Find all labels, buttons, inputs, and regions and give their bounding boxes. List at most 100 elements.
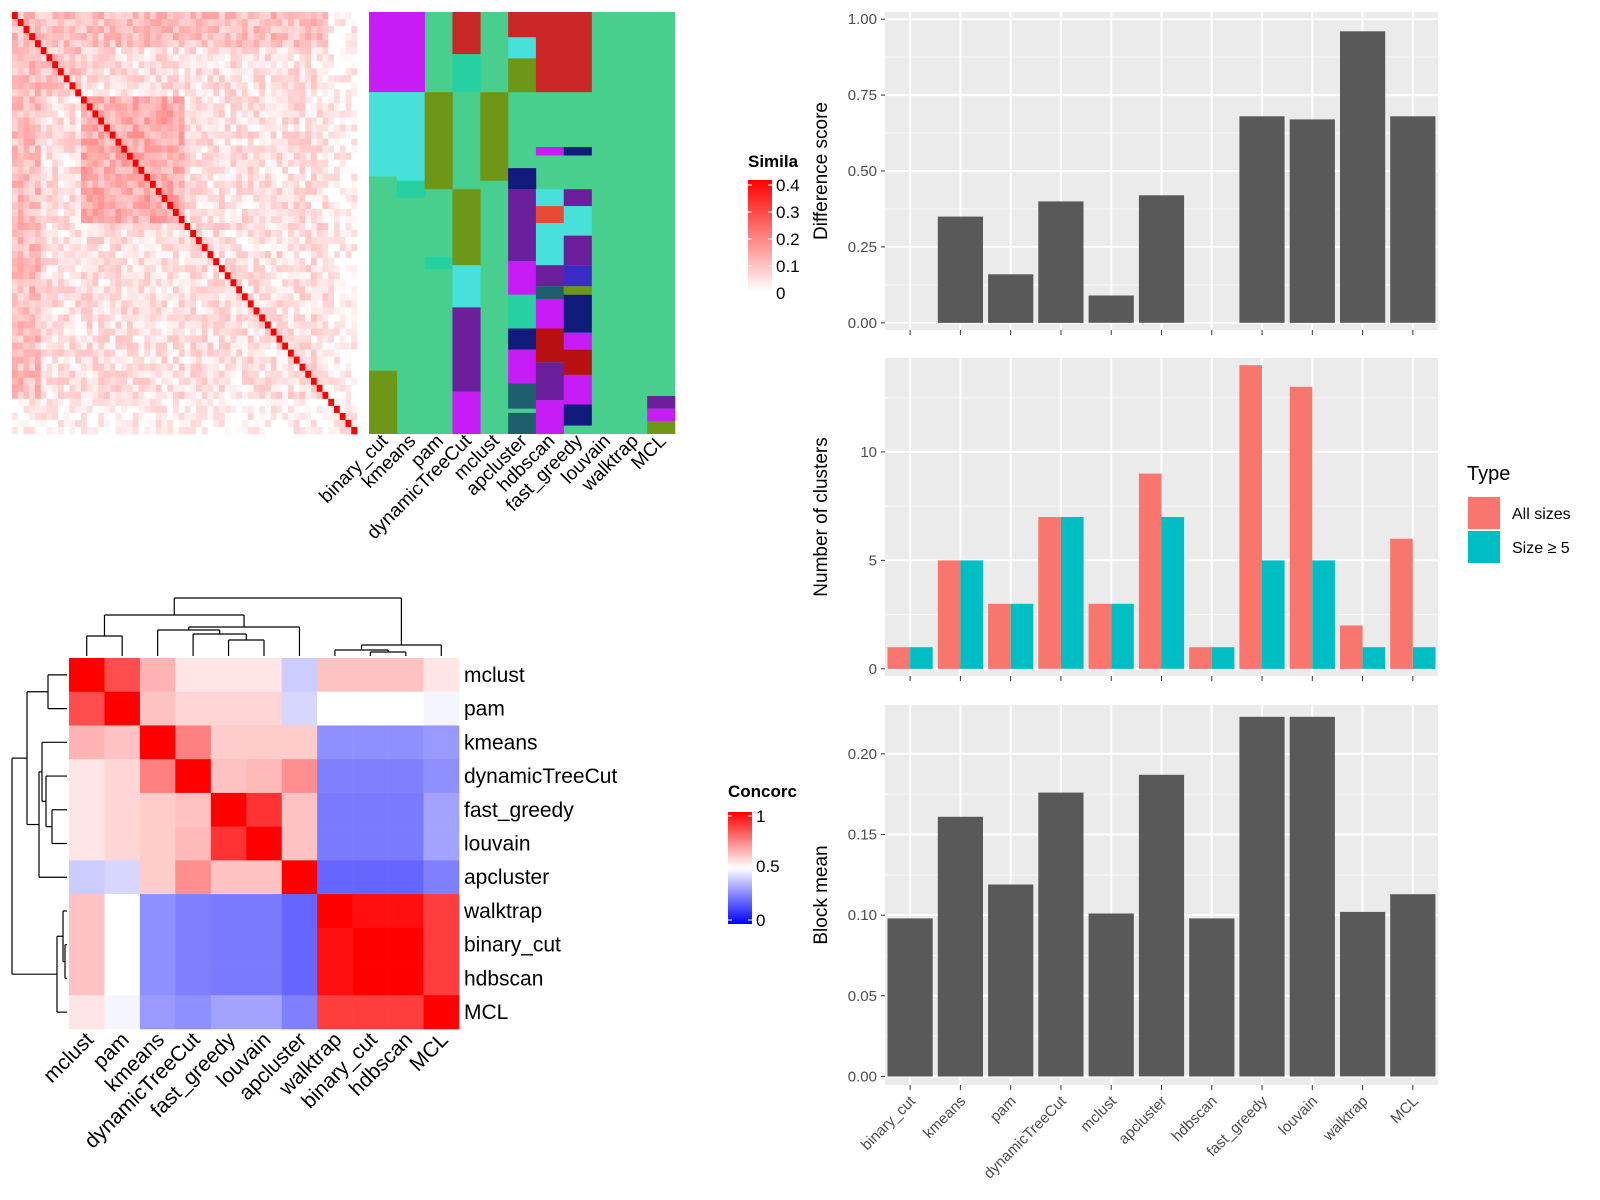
concordance-cell xyxy=(139,792,176,827)
concordance-col-label: MCL xyxy=(405,1028,453,1076)
concordance-cell xyxy=(175,894,212,929)
row-dendrogram xyxy=(11,674,67,1013)
concordance-cell xyxy=(246,927,283,962)
bar xyxy=(1211,647,1235,669)
concordance-cell xyxy=(210,759,247,794)
x-tick-label: kmeans xyxy=(920,1093,969,1142)
bar xyxy=(988,884,1034,1077)
concordance-cell xyxy=(352,927,389,962)
similarity-legend-tick: 0.2 xyxy=(776,230,800,249)
concordance-cell xyxy=(281,860,318,895)
x-tick-label: binary_cut xyxy=(858,1092,920,1154)
concordance-cell xyxy=(388,894,424,929)
concordance-cell xyxy=(69,995,105,1030)
x-tick-label: walktrap xyxy=(1319,1093,1371,1145)
concordance-cell xyxy=(69,927,105,962)
concordance-row-label: walktrap xyxy=(463,900,542,923)
bar xyxy=(1088,295,1134,323)
concordance-cell xyxy=(104,658,141,693)
block-mean-chart: 0.00 0.05 0.10 0.15 0.20 Block mean xyxy=(811,705,1438,1090)
bar xyxy=(937,560,961,669)
bar xyxy=(1390,538,1413,669)
concordance-legend-tick: 0.5 xyxy=(756,857,780,876)
concordance-cell xyxy=(246,792,283,827)
y-tick-label: 0.00 xyxy=(848,1068,877,1085)
bar xyxy=(1289,386,1313,669)
concordance-cell xyxy=(423,961,460,996)
concordance-cell xyxy=(104,691,141,726)
concordance-cell xyxy=(246,995,283,1030)
bar xyxy=(1390,116,1436,323)
bar xyxy=(910,647,933,669)
concordance-cell xyxy=(281,725,318,760)
bar xyxy=(1138,774,1185,1077)
concordance-cell xyxy=(388,658,424,693)
x-tick-label: hdbscan xyxy=(1169,1093,1221,1145)
concordance-cell xyxy=(423,725,460,760)
concordance-cell xyxy=(210,860,247,895)
concordance-cell xyxy=(281,927,318,962)
bar xyxy=(1289,119,1335,323)
difference-score-chart: 0.00 0.25 0.50 0.75 1.00 Difference score xyxy=(811,11,1438,335)
x-tick-label: pam xyxy=(987,1093,1020,1126)
concordance-row-label: mclust xyxy=(464,664,525,687)
concordance-cell xyxy=(210,725,247,760)
concordance-cell xyxy=(317,691,353,726)
concordance-row-label: binary_cut xyxy=(464,934,561,957)
concordance-cell xyxy=(352,826,389,861)
concordance-cell xyxy=(175,759,212,794)
concordance-cell xyxy=(352,792,389,827)
concordance-cell xyxy=(69,725,105,760)
similarity-legend-tick: 0.1 xyxy=(776,257,800,276)
concordance-cell xyxy=(175,792,212,827)
concordance-cell xyxy=(352,860,389,895)
concordance-cell xyxy=(352,961,389,996)
concordance-row-label: kmeans xyxy=(464,731,538,754)
y-tick-label: 0.50 xyxy=(848,163,877,180)
concordance-cell xyxy=(175,658,212,693)
concordance-cell xyxy=(423,826,460,861)
concordance-cell xyxy=(139,826,176,861)
y-tick-label: 0.20 xyxy=(848,746,877,763)
similarity-legend-gradient xyxy=(748,180,772,292)
bar xyxy=(1189,918,1235,1077)
x-tick-label: MCL xyxy=(1387,1093,1421,1127)
legend-swatch xyxy=(1468,497,1500,529)
concordance-cell xyxy=(317,725,353,760)
y-tick-label: 0.25 xyxy=(848,239,877,256)
cluster-assignment-columns xyxy=(369,12,676,434)
concordance-cell xyxy=(423,927,460,962)
concordance-cell xyxy=(281,995,318,1030)
concordance-cell xyxy=(281,759,318,794)
y-tick-label: 5 xyxy=(869,552,877,569)
bar xyxy=(887,647,911,669)
y-tick-label: 0.00 xyxy=(848,315,877,332)
bar xyxy=(1239,365,1262,669)
concordance-cell xyxy=(388,927,424,962)
similarity-heatmap xyxy=(12,12,358,435)
bar xyxy=(988,603,1011,669)
concordance-cell xyxy=(281,792,318,827)
concordance-cell xyxy=(246,961,283,996)
concordance-cell xyxy=(352,691,389,726)
concordance-cell xyxy=(210,691,247,726)
bar xyxy=(1138,473,1162,669)
concordance-cell xyxy=(139,995,176,1030)
bar xyxy=(988,274,1034,323)
concordance-cell xyxy=(175,826,212,861)
concordance-cell xyxy=(210,927,247,962)
concordance-legend: Concorc 1 0.5 0 xyxy=(728,782,797,930)
bar xyxy=(1061,517,1084,669)
bar xyxy=(1189,647,1212,669)
bar xyxy=(1340,625,1363,669)
method-labels: binary_cutkmeanspamdynamicTreeCutmclusta… xyxy=(316,430,671,543)
concordance-row-labels: mclust pam kmeans dynamicTreeCut fast_greedy… xyxy=(463,664,617,1024)
concordance-cell xyxy=(423,894,460,929)
legend-swatch xyxy=(1468,531,1500,563)
concordance-cell xyxy=(281,658,318,693)
concordance-col-labels: mclustpamkmeansdynamicTreeCutfast_greedy… xyxy=(39,1028,453,1153)
concordance-cell xyxy=(388,961,424,996)
concordance-row-label: hdbscan xyxy=(464,967,543,990)
bar xyxy=(1161,517,1185,669)
